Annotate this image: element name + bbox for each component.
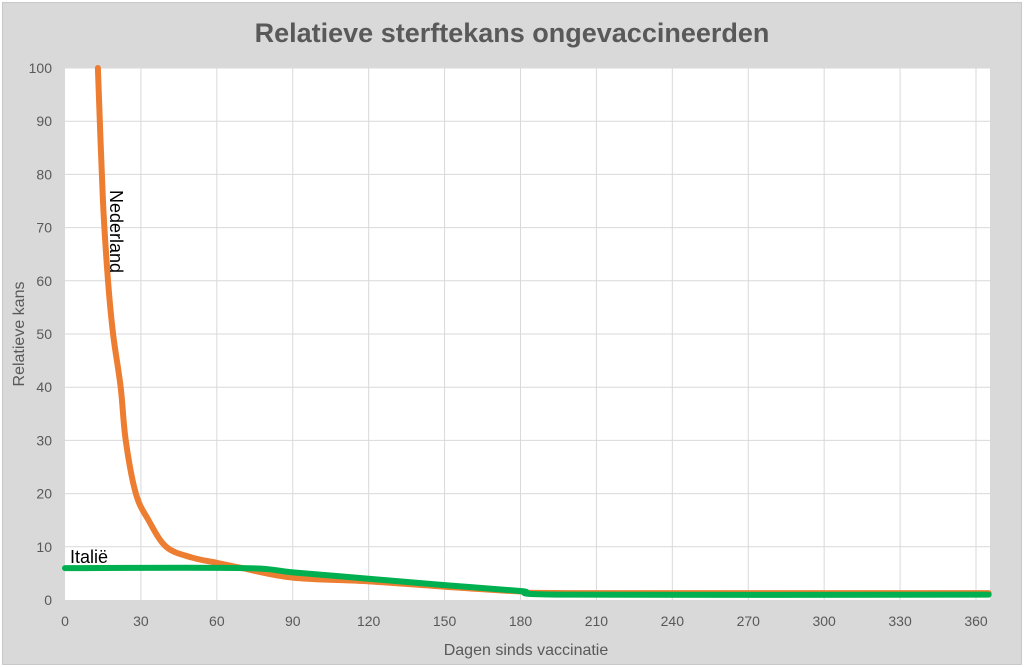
series-lines [62,65,992,598]
y-tick-label: 60 [36,273,52,289]
x-tick-label: 150 [433,613,457,629]
series-itali [62,564,992,598]
y-tick-label: 40 [36,379,52,395]
annotation-italie: Italië [70,547,108,567]
x-tick-label: 210 [585,613,609,629]
x-tick-label: 0 [61,613,69,629]
gridlines [65,67,990,600]
x-tick-label: 240 [661,613,685,629]
y-tick-label: 30 [36,432,52,448]
y-tick-label: 50 [36,326,52,342]
x-tick-label: 330 [888,613,912,629]
y-tick-label: 90 [36,113,52,129]
x-tick-label: 360 [964,613,988,629]
y-tick-label: 20 [36,486,52,502]
annotation-nederland: Nederland [106,190,126,273]
x-tick-label: 180 [509,613,533,629]
x-tick-label: 90 [285,613,301,629]
y-tick-label: 100 [29,60,53,76]
y-tick-label: 0 [44,592,52,608]
x-tick-label: 60 [209,613,225,629]
x-tick-label: 30 [133,613,149,629]
y-tick-label: 70 [36,220,52,236]
x-axis-label: Dagen sinds vaccinatie [444,642,609,659]
y-axis-ticks: 0 10 20 30 40 50 60 70 80 90 100 [29,60,53,608]
y-tick-label: 10 [36,539,52,555]
y-axis-label: Relatieve kans [11,282,28,387]
x-axis-ticks: 0 30 60 90 120 150 180 210 240 270 300 330 360 [61,613,988,629]
x-tick-label: 120 [357,613,381,629]
x-tick-label: 270 [737,613,761,629]
y-tick-label: 80 [36,166,52,182]
x-tick-label: 300 [812,613,836,629]
chart-title: Relatieve sterftekans ongevaccineerden [254,18,770,48]
